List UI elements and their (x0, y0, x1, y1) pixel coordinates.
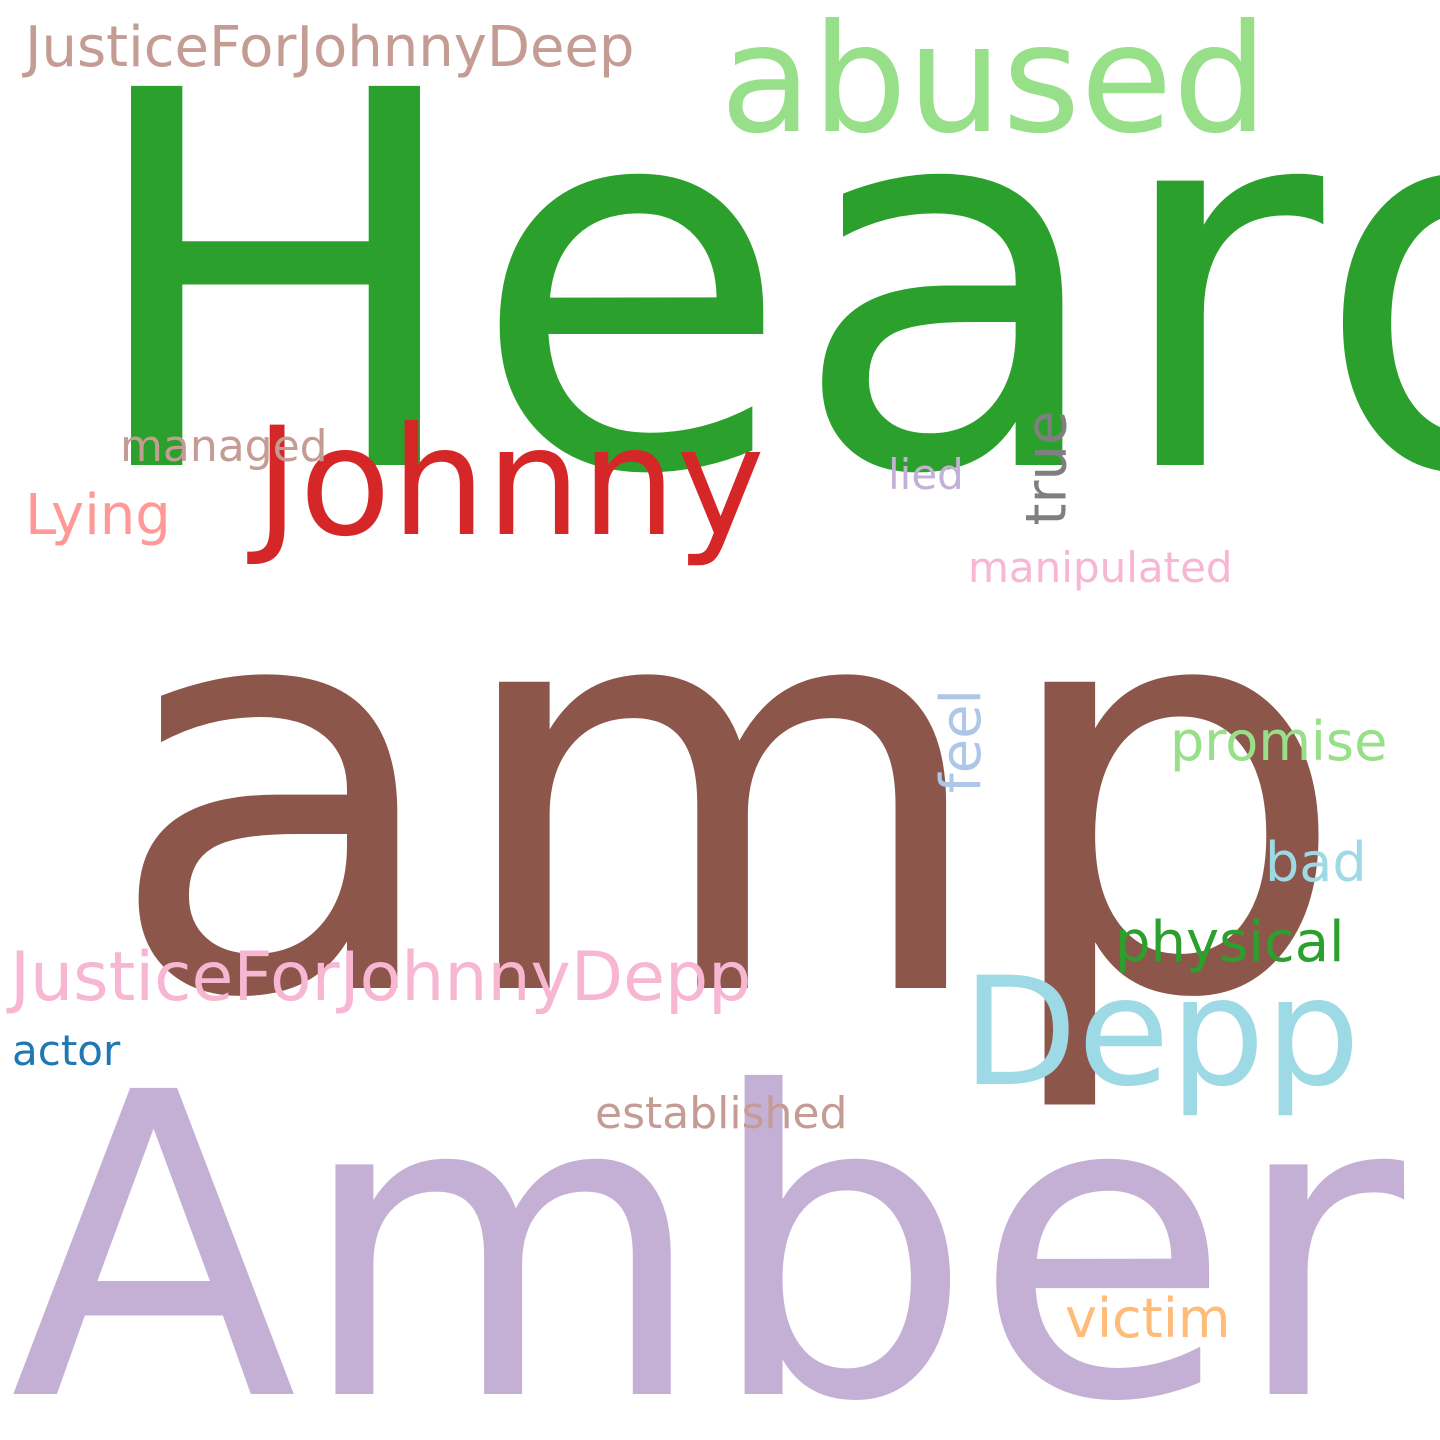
word-depp: Depp (962, 946, 1361, 1120)
word-lying: Lying (25, 483, 171, 548)
word-johnny: Johnny (255, 396, 765, 570)
word-managed: managed (120, 421, 328, 472)
word-manipulated: manipulated (968, 543, 1233, 592)
word-amber: Amber (10, 1005, 1405, 1440)
word-justice-for-johnny-depp: JusticeForJohnnyDepp (10, 938, 752, 1017)
word-promise: promise (1170, 710, 1388, 773)
word-heard: Heard (80, 0, 1440, 588)
word-established: established (595, 1088, 848, 1139)
word-true: true (1014, 410, 1080, 526)
word-amp: amp (105, 469, 1350, 1121)
word-victim: victim (1065, 1287, 1231, 1350)
word-lied: lied (888, 450, 964, 499)
word-bad: bad (1265, 831, 1367, 894)
word-actor: actor (12, 1026, 121, 1075)
word-physical: physical (1115, 910, 1345, 975)
word-feel: feel (929, 688, 995, 794)
word-justice-for-johnny-deep: JusticeForJohnnyDeep (25, 15, 635, 80)
word-abused: abused (720, 0, 1268, 167)
